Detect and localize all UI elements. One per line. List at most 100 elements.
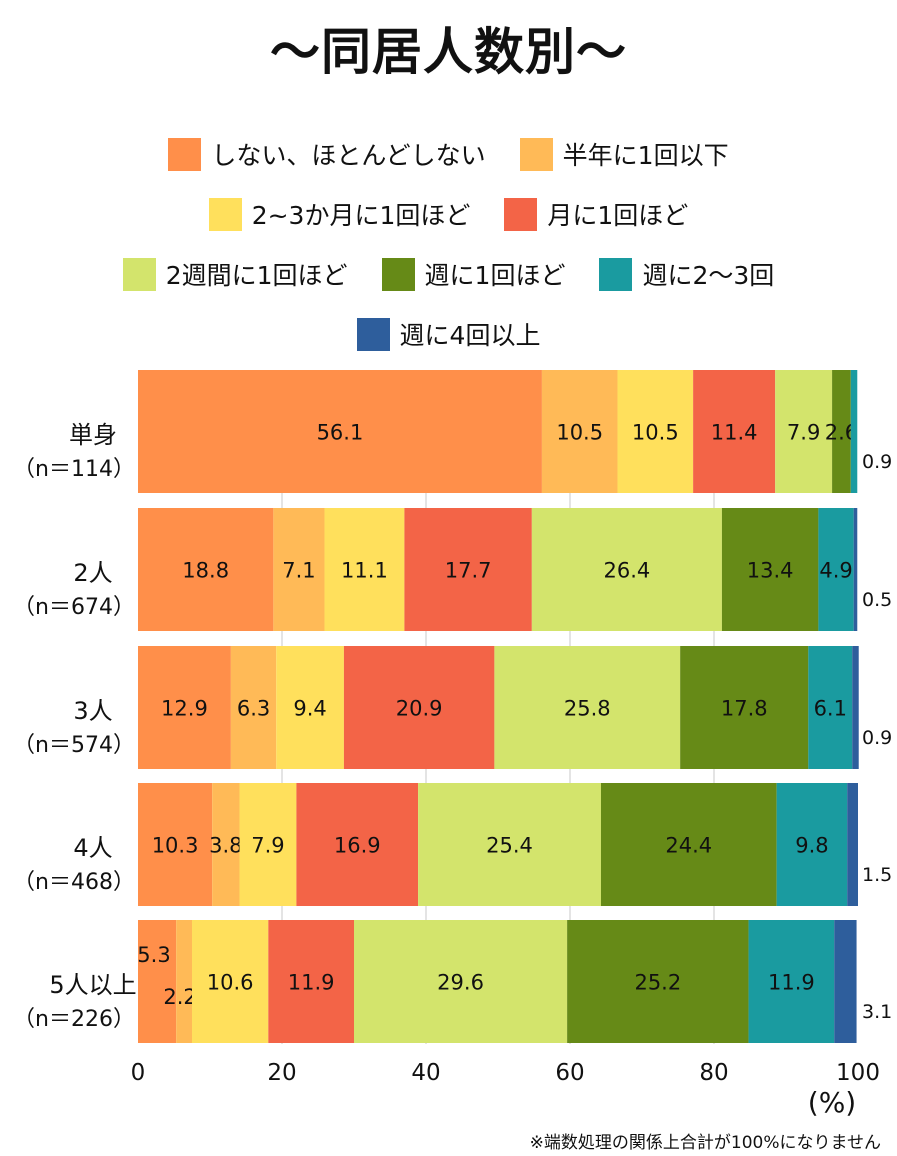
bar-segment bbox=[138, 920, 177, 1043]
outside-data-label: 0.9 bbox=[862, 727, 892, 749]
data-label: 10.6 bbox=[207, 971, 254, 995]
x-tick-label: 0 bbox=[131, 1060, 146, 1086]
bar-segment bbox=[176, 920, 192, 1043]
data-label: 13.4 bbox=[747, 559, 794, 583]
data-label: 16.9 bbox=[334, 834, 381, 858]
legend-item: 月に1回ほど bbox=[504, 196, 688, 232]
x-tick-label: 60 bbox=[555, 1060, 584, 1086]
legend-item: 週に2～3回 bbox=[599, 256, 774, 292]
data-label: 3.8 bbox=[209, 834, 242, 858]
bar-segment bbox=[138, 370, 542, 493]
bar-segment bbox=[850, 370, 858, 493]
data-label: 11.9 bbox=[768, 971, 815, 995]
data-label: 9.8 bbox=[795, 834, 828, 858]
outside-data-label: 0.9 bbox=[862, 451, 892, 473]
data-label: 6.3 bbox=[237, 697, 270, 721]
data-label: 10.5 bbox=[556, 421, 603, 445]
data-label: 56.1 bbox=[317, 421, 364, 445]
legend-item: 2~3か月に1回ほど bbox=[208, 196, 471, 232]
data-label: 17.7 bbox=[445, 559, 492, 583]
bar-segment bbox=[600, 783, 777, 906]
data-label: 10.5 bbox=[632, 421, 679, 445]
data-label: 29.6 bbox=[437, 971, 484, 995]
data-label: 5.3 bbox=[137, 943, 170, 967]
legend-swatch bbox=[168, 137, 202, 171]
bar-segment bbox=[852, 646, 859, 769]
bar-segment bbox=[418, 783, 601, 906]
bar-segment bbox=[296, 783, 419, 906]
bar-segment bbox=[693, 370, 776, 493]
category-n-label: （n＝468） bbox=[13, 870, 135, 895]
bar-segment bbox=[531, 508, 722, 631]
bar-segment bbox=[404, 508, 532, 631]
bar-segment bbox=[567, 920, 749, 1043]
x-tick-label: 100 bbox=[836, 1060, 880, 1086]
legend-swatch bbox=[504, 197, 538, 231]
legend-swatch bbox=[122, 257, 156, 291]
data-label: 10.3 bbox=[152, 834, 199, 858]
category-label: 4人 bbox=[73, 834, 112, 862]
bar-segment bbox=[276, 646, 344, 769]
outside-data-label: 0.5 bbox=[862, 589, 892, 611]
x-tick-label: 40 bbox=[411, 1060, 440, 1086]
legend-label: 週に4回以上 bbox=[399, 321, 541, 350]
bar-segment bbox=[239, 783, 297, 906]
legend-swatch bbox=[599, 257, 633, 291]
data-label: 9.4 bbox=[293, 697, 326, 721]
bar-segment bbox=[138, 783, 213, 906]
category-n-label: （n＝226） bbox=[13, 1007, 135, 1032]
bar-segment bbox=[832, 370, 851, 493]
category-label: 単身 bbox=[69, 421, 117, 449]
data-label: 17.8 bbox=[721, 697, 768, 721]
data-label: 18.8 bbox=[182, 559, 229, 583]
bar-segment bbox=[617, 370, 694, 493]
bar-segment bbox=[853, 508, 858, 631]
bar-segment bbox=[847, 783, 858, 906]
bar-segment bbox=[834, 920, 857, 1043]
data-label: 25.4 bbox=[486, 834, 533, 858]
legend-row: 週に4回以上 bbox=[0, 316, 897, 352]
data-label: 11.1 bbox=[341, 559, 388, 583]
outside-data-label: 1.5 bbox=[862, 864, 892, 886]
data-label: 7.1 bbox=[282, 559, 315, 583]
legend-label: 週に1回ほど bbox=[424, 261, 566, 290]
category-label: 2人 bbox=[73, 559, 112, 587]
bar-segment bbox=[494, 646, 681, 769]
data-label: 24.4 bbox=[665, 834, 712, 858]
bar-segment bbox=[138, 508, 274, 631]
bar-segment bbox=[775, 370, 833, 493]
legend-label: 週に2～3回 bbox=[642, 261, 775, 290]
bar-segment bbox=[212, 783, 240, 906]
x-axis-unit: (%) bbox=[808, 1086, 856, 1119]
legend-label: 月に1回ほど bbox=[547, 201, 689, 230]
category-label: 5人以上 bbox=[49, 971, 136, 999]
legend-swatch bbox=[356, 317, 390, 351]
bar-segment bbox=[273, 508, 325, 631]
bar-segment bbox=[268, 920, 354, 1043]
legend-item: しない、ほとんどしない bbox=[168, 136, 486, 172]
data-label: 25.8 bbox=[564, 697, 611, 721]
footnote: ※端数処理の関係上合計が100%になりません bbox=[529, 1133, 881, 1153]
legend-swatch bbox=[519, 137, 553, 171]
legend-swatch bbox=[208, 197, 242, 231]
legend-label: 2~3か月に1回ほど bbox=[251, 201, 471, 230]
data-label: 11.4 bbox=[711, 421, 758, 445]
outside-data-label: 3.1 bbox=[862, 1001, 892, 1023]
category-n-label: （n＝114） bbox=[13, 457, 135, 482]
legend-label: しない、ほとんどしない bbox=[211, 141, 486, 170]
bar-segment bbox=[541, 370, 618, 493]
data-label: 25.2 bbox=[634, 971, 681, 995]
category-n-label: （n＝674） bbox=[13, 595, 135, 620]
legend-item: 週に4回以上 bbox=[356, 316, 541, 352]
legend-swatch bbox=[381, 257, 415, 291]
legend-item: 週に1回ほど bbox=[381, 256, 566, 292]
legend-item: 半年に1回以下 bbox=[519, 136, 729, 172]
data-label: 12.9 bbox=[161, 697, 208, 721]
legend-label: 2週間に1回ほど bbox=[165, 261, 348, 290]
bar-segment bbox=[192, 920, 269, 1043]
bar-segment bbox=[138, 646, 231, 769]
data-label: 11.9 bbox=[288, 971, 335, 995]
legend-row: 2~3か月に1回ほど 月に1回ほど bbox=[0, 196, 897, 232]
bar-segment bbox=[721, 508, 819, 631]
